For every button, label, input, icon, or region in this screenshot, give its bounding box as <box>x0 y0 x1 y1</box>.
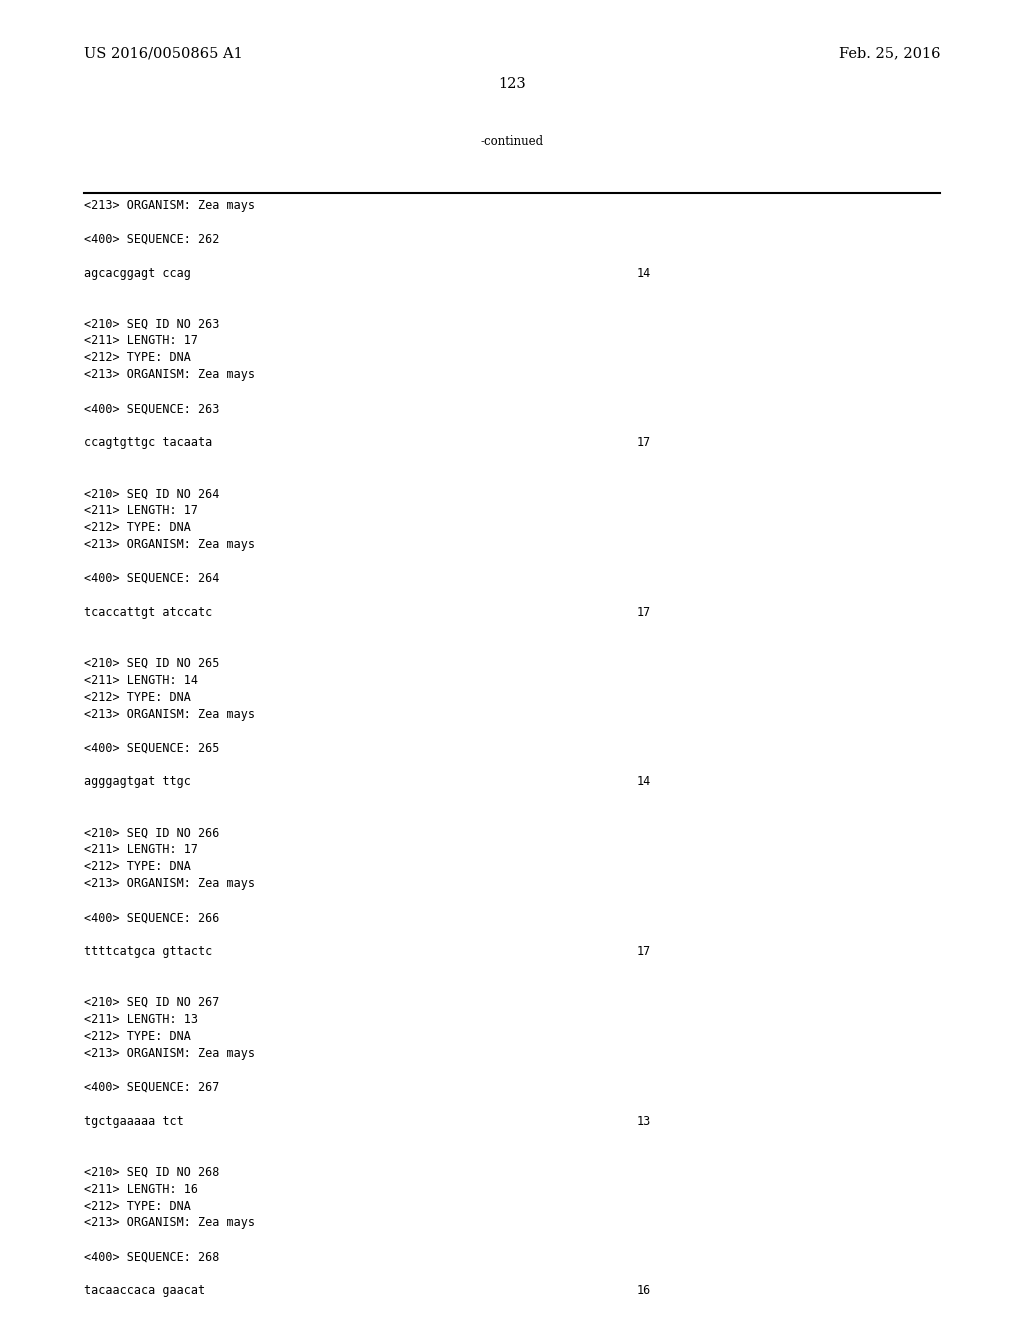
Text: <400> SEQUENCE: 267: <400> SEQUENCE: 267 <box>84 1081 219 1094</box>
Text: ccagtgttgc tacaata: ccagtgttgc tacaata <box>84 436 212 449</box>
Text: ttttcatgca gttactc: ttttcatgca gttactc <box>84 945 212 958</box>
Text: 14: 14 <box>637 267 651 280</box>
Text: <210> SEQ ID NO 264: <210> SEQ ID NO 264 <box>84 487 219 500</box>
Text: 13: 13 <box>637 1114 651 1127</box>
Text: <400> SEQUENCE: 266: <400> SEQUENCE: 266 <box>84 911 219 924</box>
Text: 17: 17 <box>637 945 651 958</box>
Text: <400> SEQUENCE: 268: <400> SEQUENCE: 268 <box>84 1250 219 1263</box>
Text: tgctgaaaaa tct: tgctgaaaaa tct <box>84 1114 183 1127</box>
Text: <211> LENGTH: 16: <211> LENGTH: 16 <box>84 1183 198 1196</box>
Text: <400> SEQUENCE: 263: <400> SEQUENCE: 263 <box>84 403 219 416</box>
Text: <213> ORGANISM: Zea mays: <213> ORGANISM: Zea mays <box>84 368 255 381</box>
Text: tacaaccaca gaacat: tacaaccaca gaacat <box>84 1284 205 1298</box>
Text: <400> SEQUENCE: 262: <400> SEQUENCE: 262 <box>84 232 219 246</box>
Text: 14: 14 <box>637 775 651 788</box>
Text: <213> ORGANISM: Zea mays: <213> ORGANISM: Zea mays <box>84 878 255 890</box>
Text: <211> LENGTH: 17: <211> LENGTH: 17 <box>84 334 198 347</box>
Text: 17: 17 <box>637 606 651 619</box>
Text: <212> TYPE: DNA: <212> TYPE: DNA <box>84 1200 190 1213</box>
Text: <212> TYPE: DNA: <212> TYPE: DNA <box>84 521 190 535</box>
Text: US 2016/0050865 A1: US 2016/0050865 A1 <box>84 46 243 61</box>
Text: <213> ORGANISM: Zea mays: <213> ORGANISM: Zea mays <box>84 1217 255 1229</box>
Text: <213> ORGANISM: Zea mays: <213> ORGANISM: Zea mays <box>84 199 255 211</box>
Text: 17: 17 <box>637 436 651 449</box>
Text: <213> ORGANISM: Zea mays: <213> ORGANISM: Zea mays <box>84 1047 255 1060</box>
Text: <400> SEQUENCE: 264: <400> SEQUENCE: 264 <box>84 572 219 585</box>
Text: agggagtgat ttgc: agggagtgat ttgc <box>84 775 190 788</box>
Text: Feb. 25, 2016: Feb. 25, 2016 <box>839 46 940 61</box>
Text: <210> SEQ ID NO 266: <210> SEQ ID NO 266 <box>84 826 219 840</box>
Text: <212> TYPE: DNA: <212> TYPE: DNA <box>84 690 190 704</box>
Text: <211> LENGTH: 17: <211> LENGTH: 17 <box>84 504 198 517</box>
Text: -continued: -continued <box>480 135 544 148</box>
Text: agcacggagt ccag: agcacggagt ccag <box>84 267 190 280</box>
Text: <213> ORGANISM: Zea mays: <213> ORGANISM: Zea mays <box>84 708 255 721</box>
Text: 16: 16 <box>637 1284 651 1298</box>
Text: <400> SEQUENCE: 265: <400> SEQUENCE: 265 <box>84 742 219 755</box>
Text: <212> TYPE: DNA: <212> TYPE: DNA <box>84 861 190 874</box>
Text: <213> ORGANISM: Zea mays: <213> ORGANISM: Zea mays <box>84 539 255 550</box>
Text: <211> LENGTH: 14: <211> LENGTH: 14 <box>84 673 198 686</box>
Text: <212> TYPE: DNA: <212> TYPE: DNA <box>84 1030 190 1043</box>
Text: 123: 123 <box>498 77 526 91</box>
Text: <210> SEQ ID NO 268: <210> SEQ ID NO 268 <box>84 1166 219 1179</box>
Text: <210> SEQ ID NO 267: <210> SEQ ID NO 267 <box>84 997 219 1008</box>
Text: <210> SEQ ID NO 263: <210> SEQ ID NO 263 <box>84 318 219 330</box>
Text: <212> TYPE: DNA: <212> TYPE: DNA <box>84 351 190 364</box>
Text: <211> LENGTH: 13: <211> LENGTH: 13 <box>84 1012 198 1026</box>
Text: tcaccattgt atccatc: tcaccattgt atccatc <box>84 606 212 619</box>
Text: <211> LENGTH: 17: <211> LENGTH: 17 <box>84 843 198 857</box>
Text: <210> SEQ ID NO 265: <210> SEQ ID NO 265 <box>84 657 219 669</box>
